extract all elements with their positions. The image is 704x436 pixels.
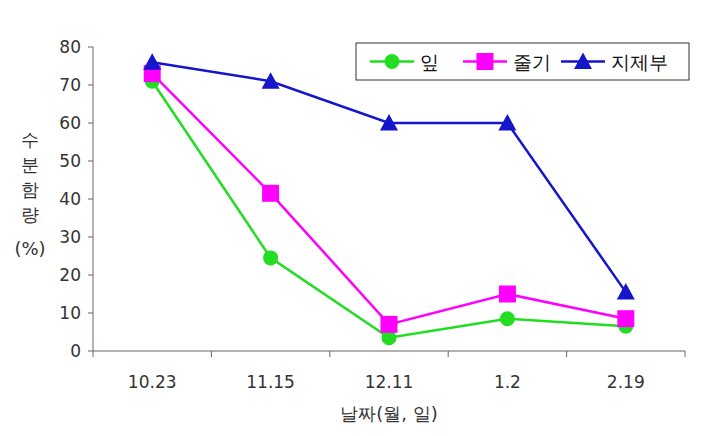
series-line [152, 74, 626, 325]
legend-marker [574, 53, 592, 70]
y-tick-label: 40 [59, 189, 81, 209]
legend-marker [477, 53, 494, 70]
y-axis-label-part: 수 [21, 129, 39, 150]
y-tick-label: 0 [70, 341, 81, 361]
chart: 0 10 20 30 40 50 60 70 80 10.23 11.15 12.11 1.2 2.19 날… [0, 0, 704, 436]
x-tick-label: 12.11 [365, 372, 414, 392]
y-tick-label: 80 [59, 37, 81, 57]
y-axis-label-part: 함 [21, 179, 39, 200]
x-tick [211, 351, 212, 357]
y-axis-label-part: 량 [21, 204, 39, 225]
plot-area [143, 53, 635, 345]
point [500, 311, 515, 326]
y-tick [88, 199, 93, 200]
x-tick [93, 351, 94, 357]
x-axis-label: 날짜(월, 일) [340, 403, 438, 424]
legend: 잎 줄기 지제부 [356, 43, 689, 80]
point [617, 283, 635, 300]
legend-box [356, 43, 689, 80]
point [263, 250, 278, 265]
x-tick [448, 351, 449, 357]
y-tick [88, 313, 93, 314]
y-tick-label: 70 [59, 75, 81, 95]
x-tick-label: 2.19 [607, 372, 645, 392]
x-tick-label: 1.2 [494, 372, 521, 392]
x-tick-label: 10.23 [128, 372, 177, 392]
y-tick [88, 275, 93, 276]
point [499, 286, 516, 303]
series-line [152, 62, 626, 292]
y-tick-label: 10 [59, 303, 81, 323]
point [381, 316, 398, 333]
y-tick-label: 50 [59, 151, 81, 171]
y-tick [88, 85, 93, 86]
point [262, 72, 280, 89]
y-axis-label-part: (%) [14, 238, 45, 259]
x-tick [685, 351, 686, 357]
y-tick [88, 47, 93, 48]
series-line [152, 81, 626, 338]
y-tick [88, 123, 93, 124]
point [143, 53, 161, 69]
x-axis [93, 351, 685, 352]
x-tick-label: 11.15 [246, 372, 295, 392]
legend-marker [385, 54, 400, 69]
y-tick [88, 351, 93, 352]
y-tick [88, 237, 93, 238]
y-tick-label: 60 [59, 113, 81, 133]
y-tick-label: 30 [59, 227, 81, 247]
y-axis-label-part: 분 [21, 154, 39, 175]
y-tick-label: 20 [59, 265, 81, 285]
point [262, 185, 279, 202]
y-tick [88, 161, 93, 162]
legend-label: 잎 [420, 51, 439, 73]
x-tick [329, 351, 330, 357]
y-axis-label: 수분함량 (%) [14, 129, 45, 259]
legend-label: 지제부 [611, 51, 668, 73]
legend-label: 줄기 [513, 51, 551, 73]
point [498, 114, 516, 131]
point [617, 310, 634, 327]
x-tick [566, 351, 567, 357]
point [380, 114, 398, 131]
